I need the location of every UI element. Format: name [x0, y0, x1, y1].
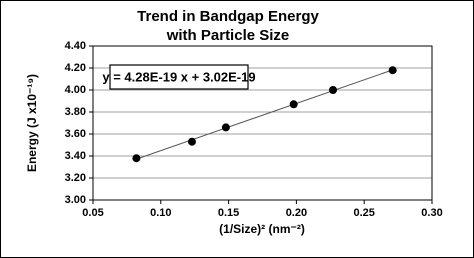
y-axis-label: Energy (J x10⁻¹⁹)	[25, 74, 39, 172]
x-tick-label: 0.20	[286, 207, 307, 219]
y-tick-label: 4.40	[65, 40, 86, 52]
point	[132, 154, 141, 163]
chart-title: with Particle Size	[166, 27, 290, 44]
x-tick-label: 0.30	[421, 207, 442, 219]
chart-title: Trend in Bandgap Energy	[137, 8, 319, 25]
point	[388, 66, 397, 75]
x-tick-label: 0.10	[150, 207, 171, 219]
x-tick-label: 0.25	[353, 207, 374, 219]
annotation-box	[109, 64, 249, 90]
y-tick-label: 4.20	[65, 62, 86, 74]
point	[329, 86, 338, 94]
y-tick-label: 3.40	[65, 150, 86, 162]
x-axis-label: (1/Size)² (nm⁻²)	[219, 222, 305, 236]
point	[221, 123, 230, 132]
annotation: y = 4.28E-19 x + 3.02E-19	[102, 69, 255, 84]
y-tick-label: 3.60	[65, 128, 86, 140]
x-tick-label: 0.15	[218, 207, 239, 219]
y-tick-label: 3.80	[65, 106, 86, 118]
trendline	[136, 69, 393, 160]
y-tick-label: 4.00	[65, 84, 86, 96]
plot-area	[92, 45, 433, 201]
x-tick-label: 0.05	[82, 207, 103, 219]
point	[187, 137, 196, 146]
y-tick-label: 3.20	[65, 172, 86, 184]
y-tick-label: 3.00	[65, 194, 86, 206]
point	[289, 100, 298, 109]
